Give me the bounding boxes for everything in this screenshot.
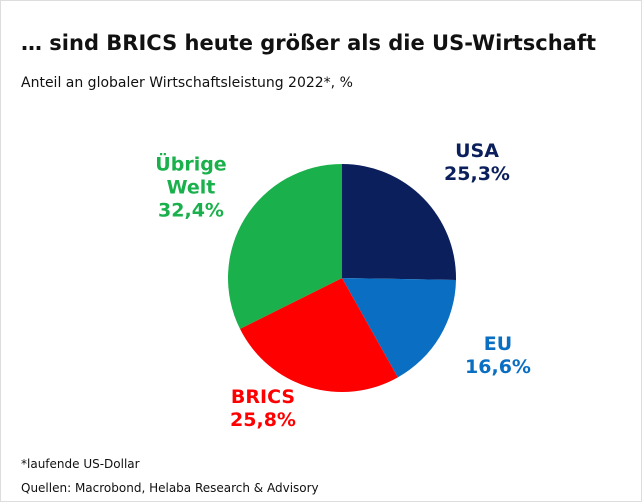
pie-slice: [239, 278, 398, 393]
source: Quellen: Macrobond, Helaba Research & Ad…: [21, 481, 319, 495]
category-label: EU: [483, 333, 513, 355]
category-label: Übrige Welt: [155, 153, 227, 199]
value-label: 16,6%: [465, 356, 531, 378]
chart-title: … sind BRICS heute größer als die US-Wir…: [21, 31, 597, 55]
pie-slice: [227, 164, 342, 329]
category-label: USA: [455, 140, 499, 162]
slice-label: BRICS 25,8%: [208, 386, 318, 432]
value-label: 32,4%: [158, 199, 224, 222]
slice-label: Übrige Welt 32,4%: [146, 154, 236, 223]
slice-label: EU 16,6%: [443, 333, 553, 379]
value-label: 25,3%: [444, 163, 510, 185]
slice-label: USA 25,3%: [422, 140, 532, 186]
pie-slice: [342, 164, 456, 280]
value-label: 25,8%: [230, 409, 296, 431]
category-label: BRICS: [230, 386, 296, 408]
chart-subtitle: Anteil an globaler Wirtschaftsleistung 2…: [21, 75, 353, 91]
footnote: *laufende US-Dollar: [21, 457, 140, 471]
pie-slice: [342, 278, 456, 378]
